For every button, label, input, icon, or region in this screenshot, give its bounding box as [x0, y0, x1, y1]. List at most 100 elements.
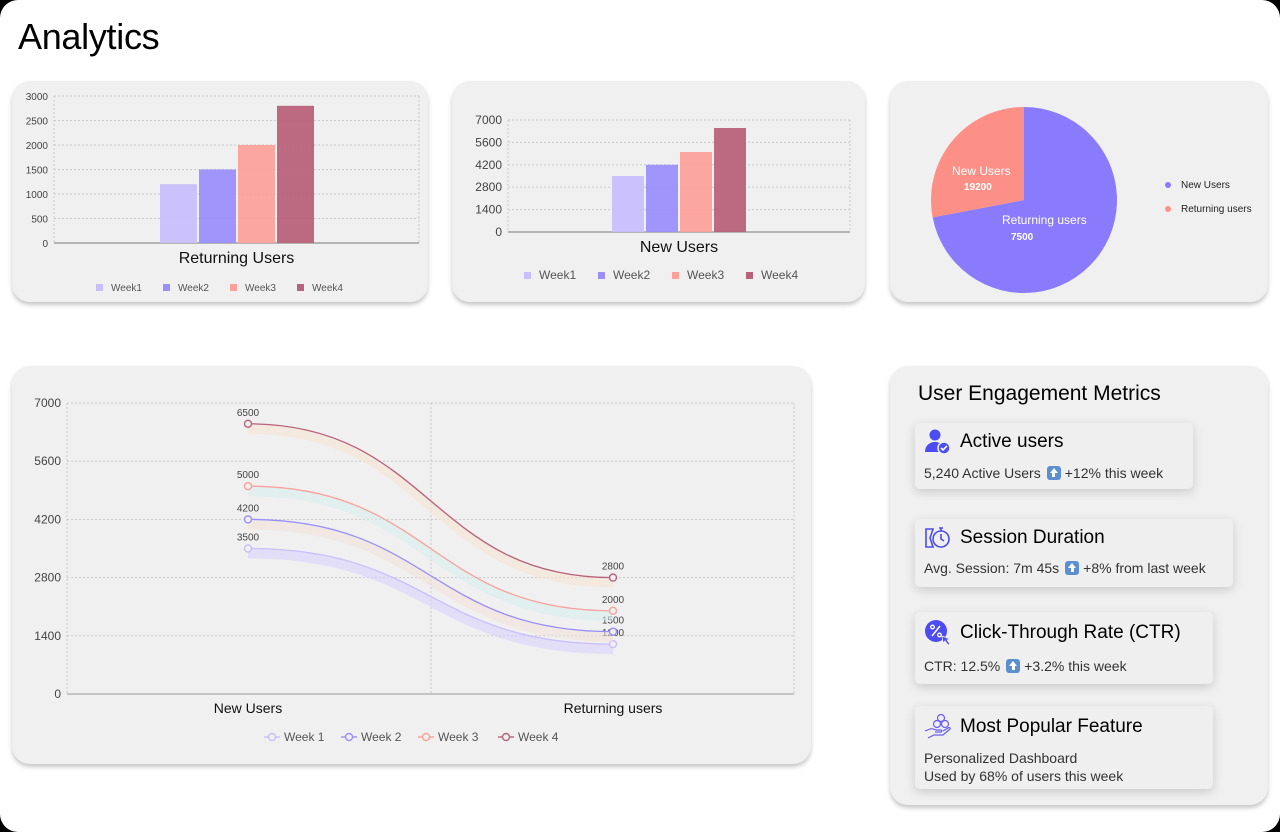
bar-week2 [646, 164, 678, 232]
pie-label: New Users [952, 164, 1011, 178]
metric-value: Avg. Session: 7m 45s [924, 560, 1060, 576]
data-label: 3500 [237, 533, 260, 544]
legend-label-week1: Week1 [539, 268, 576, 282]
y-tick-label: 2800 [475, 180, 502, 194]
data-point [608, 606, 618, 616]
engagement-metrics-card: User Engagement Metrics Active users 5,2… [890, 366, 1268, 805]
y-tick-label: 2000 [26, 141, 49, 152]
data-label: 5000 [237, 470, 260, 481]
metric-value: Personalized Dashboard [924, 750, 1078, 766]
new-users-bar-chart: 0 1400 2800 4200 5600 7000 New Users Week1 Week2… [475, 113, 851, 282]
legend-dot [1165, 206, 1171, 212]
metric-trend: +8% from last week [1083, 560, 1206, 576]
legend-label-week3: Week3 [687, 268, 724, 282]
up-arrow-icon [1065, 561, 1080, 575]
series-glow-3 [247, 486, 614, 621]
legend-swatch-week4 [297, 284, 304, 291]
engagement-metrics-title: User Engagement Metrics [918, 382, 1161, 405]
series-glow-4 [247, 423, 614, 588]
legend-label-week2: Week2 [613, 268, 650, 282]
legend-dot [1165, 182, 1171, 188]
legend-label: Week 3 [438, 730, 479, 744]
feature-hand-icon [924, 713, 952, 741]
percent-click-icon [924, 619, 952, 647]
legend-label-week4: Week4 [761, 268, 798, 282]
data-label: 2800 [602, 562, 625, 573]
y-tick-label: 1400 [475, 203, 502, 217]
y-tick-label: 7000 [475, 113, 502, 127]
y-tick-label: 2800 [34, 571, 61, 585]
legend-label-week3: Week3 [245, 283, 276, 294]
legend-marker [501, 732, 511, 742]
data-point [243, 481, 253, 491]
metric-trend: +3.2% this week [1024, 658, 1127, 674]
y-tick-label: 7000 [34, 396, 61, 410]
metric-title: Most Popular Feature [960, 716, 1143, 737]
users-pie-chart: Returning users 7500 New Users 19200 New Use… [931, 107, 1252, 293]
y-tick-label: 4200 [34, 512, 61, 526]
bar-week4 [714, 128, 746, 232]
legend-swatch-week3 [230, 284, 237, 291]
legend-label: Week 2 [361, 730, 402, 744]
metric-title: Session Duration [960, 527, 1105, 548]
new-users-bar-card: 0 1400 2800 4200 5600 7000 New Users Week1 Week2… [452, 81, 865, 302]
returning-users-bar-chart: 0 500 1000 1500 2000 2500 3000 Returning Users W… [26, 92, 420, 294]
data-label: 6500 [237, 408, 260, 419]
bar-week1 [612, 176, 644, 232]
legend-marker [267, 732, 277, 742]
stopwatch-icon [924, 524, 952, 552]
metric-detail: Used by 68% of users this week [924, 768, 1124, 784]
weekly-line-chart: 0 1400 2800 4200 5600 7000 New Users Returning … [34, 396, 795, 744]
y-tick-label: 1400 [34, 629, 61, 643]
legend-swatch-week1 [96, 284, 103, 291]
x-tick-label: Returning users [564, 700, 663, 716]
metric-value: 5,240 Active Users [924, 465, 1041, 481]
pie-slice [932, 107, 1117, 293]
legend-swatch-week2 [163, 284, 170, 291]
y-tick-label: 0 [42, 239, 48, 250]
pie-slice [931, 107, 1024, 218]
metric-card-ctr[interactable]: Click-Through Rate (CTR) CTR: 12.5% +3.2… [915, 612, 1213, 684]
pie-value: 19200 [964, 182, 992, 193]
active-user-icon [924, 428, 952, 456]
bar-week2 [199, 169, 236, 243]
legend-swatch-week4 [746, 272, 753, 279]
metric-card-session-duration[interactable]: Session Duration Avg. Session: 7m 45s +8… [915, 519, 1233, 587]
up-arrow-icon [1006, 659, 1021, 673]
data-point [243, 419, 253, 428]
data-label: 4200 [237, 503, 260, 514]
y-tick-label: 2500 [26, 117, 49, 128]
series-line-1 [247, 547, 614, 645]
series-line-3 [247, 485, 614, 612]
data-label: 2000 [602, 595, 625, 606]
y-tick-label: 1000 [26, 190, 49, 201]
data-point [608, 573, 618, 582]
series-glow-1 [247, 548, 614, 655]
legend-marker [421, 732, 431, 742]
legend-swatch-week3 [672, 272, 679, 279]
bar-week3 [238, 145, 275, 243]
up-arrow-icon [1046, 466, 1061, 480]
users-pie-card: Returning users 7500 New Users 19200 New Use… [890, 81, 1268, 302]
bar-week4 [277, 105, 314, 243]
series-line-4 [247, 423, 614, 579]
data-point [608, 639, 618, 649]
legend-label-week1: Week1 [111, 283, 142, 294]
series-line-2 [247, 518, 614, 633]
legend-label-week4: Week4 [312, 283, 343, 294]
legend-marker [344, 732, 354, 742]
legend-label: New Users [1181, 180, 1230, 191]
y-tick-label: 4200 [475, 158, 502, 172]
legend-swatch-week2 [598, 272, 605, 279]
returning-users-bar-card: 0 500 1000 1500 2000 2500 3000 Returning Users W… [12, 81, 428, 302]
y-tick-label: 0 [54, 687, 61, 701]
x-tick-label: New Users [214, 700, 282, 716]
metric-value: CTR: 12.5% [924, 658, 1001, 674]
series-glow-2 [247, 519, 614, 642]
y-tick-label: 3000 [26, 92, 49, 103]
y-tick-label: 1500 [26, 166, 49, 177]
metric-card-active-users[interactable]: Active users 5,240 Active Users +12% thi… [915, 423, 1193, 489]
metric-card-popular-feature[interactable]: Most Popular Feature Personalized Dashbo… [915, 706, 1213, 789]
x-axis-label: Returning Users [179, 250, 295, 267]
